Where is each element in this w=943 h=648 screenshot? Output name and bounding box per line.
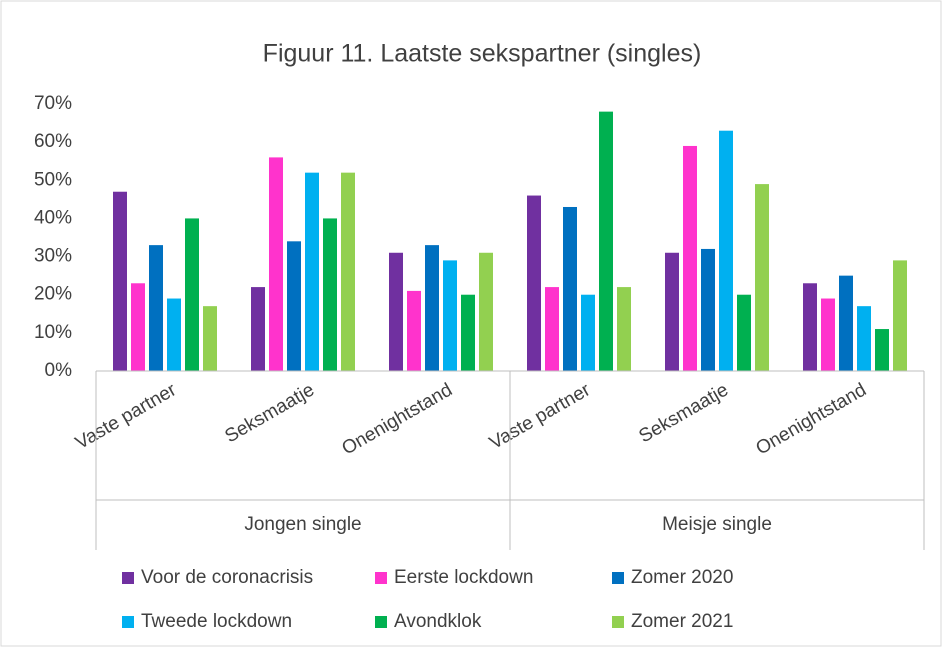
bar xyxy=(755,184,769,371)
y-tick-label: 20% xyxy=(34,284,72,305)
bar xyxy=(839,275,853,371)
legend-label: Voor de coronacrisis xyxy=(141,567,313,588)
legend-label: Tweede lockdown xyxy=(141,611,292,632)
bar xyxy=(803,283,817,371)
chart-title: Figuur 11. Laatste sekspartner (singles) xyxy=(263,40,702,68)
y-tick-label: 30% xyxy=(34,246,72,267)
bar xyxy=(821,298,835,371)
bar xyxy=(131,283,145,371)
bar xyxy=(461,294,475,371)
bar xyxy=(113,191,127,371)
legend-swatch xyxy=(375,616,387,628)
legend-label: Zomer 2020 xyxy=(631,567,733,588)
y-tick-label: 50% xyxy=(34,169,72,190)
bar xyxy=(875,329,889,371)
bar xyxy=(893,260,907,371)
bar xyxy=(203,306,217,371)
y-tick-label: 10% xyxy=(34,322,72,343)
bar xyxy=(563,206,577,371)
bar xyxy=(581,294,595,371)
bar xyxy=(617,287,631,371)
bar xyxy=(185,218,199,371)
group-label: Jongen single xyxy=(244,514,361,535)
bar xyxy=(857,306,871,371)
y-tick-label: 0% xyxy=(45,360,73,381)
y-tick-label: 70% xyxy=(34,93,72,114)
bar xyxy=(341,172,355,371)
bar xyxy=(683,145,697,371)
bar xyxy=(599,111,613,371)
bar xyxy=(545,287,559,371)
legend-swatch xyxy=(375,572,387,584)
legend-label: Avondklok xyxy=(394,611,482,632)
bar xyxy=(425,245,439,371)
y-tick-label: 60% xyxy=(34,131,72,152)
bar xyxy=(305,172,319,371)
legend-swatch xyxy=(122,572,134,584)
bar xyxy=(527,195,541,371)
y-tick-label: 40% xyxy=(34,207,72,228)
legend-swatch xyxy=(122,616,134,628)
legend-swatch xyxy=(612,572,624,584)
bar xyxy=(149,245,163,371)
bar xyxy=(251,287,265,371)
bar xyxy=(719,130,733,371)
bar xyxy=(287,241,301,371)
bar xyxy=(269,157,283,371)
bar xyxy=(479,252,493,371)
bar xyxy=(407,290,421,371)
legend-label: Zomer 2021 xyxy=(631,611,733,632)
legend-swatch xyxy=(612,616,624,628)
bar xyxy=(665,252,679,371)
bar xyxy=(389,252,403,371)
bar xyxy=(701,248,715,371)
bar xyxy=(323,218,337,371)
group-label: Meisje single xyxy=(662,514,772,535)
bar xyxy=(443,260,457,371)
bar xyxy=(167,298,181,371)
legend-label: Eerste lockdown xyxy=(394,567,533,588)
bar xyxy=(737,294,751,371)
